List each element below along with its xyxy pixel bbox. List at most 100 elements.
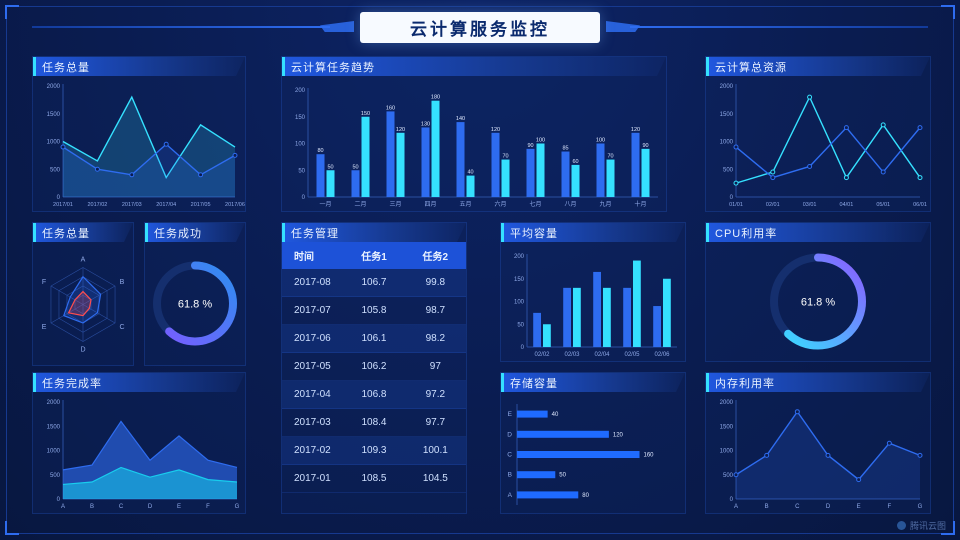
panel-cloud-resource: 云计算总资源 0 500 1000 1500 2000 01/01 02/01 03/01 04…: [705, 56, 931, 212]
panel-task-radar: 任务总量 A B C D E F: [32, 222, 134, 366]
svg-text:100: 100: [596, 138, 605, 144]
svg-text:B: B: [765, 504, 769, 510]
svg-text:G: G: [235, 504, 240, 510]
panel-header: 云计算总资源: [706, 57, 930, 76]
svg-text:0: 0: [730, 195, 734, 201]
page-title: 云计算服务监控: [360, 12, 600, 43]
panel-header: 任务总量: [33, 223, 133, 242]
svg-text:120: 120: [396, 127, 405, 133]
panel-task-trend: 云计算任务趋势 0 50 100 150 200 一月 二月 三月 四月 五月 六月 七月 八月 九月 十月…: [281, 56, 667, 212]
svg-text:2017/03: 2017/03: [122, 202, 142, 208]
svg-text:50: 50: [327, 164, 333, 170]
svg-text:200: 200: [514, 254, 525, 260]
svg-text:120: 120: [613, 432, 624, 438]
panel-header: 内存利用率: [706, 373, 930, 392]
svg-text:1000: 1000: [47, 449, 61, 455]
header-notch-left: [320, 21, 354, 32]
svg-text:1000: 1000: [720, 449, 734, 455]
table-row: 2017-08 106.7 99.8: [282, 269, 466, 297]
table-cell: 2017-01: [282, 464, 344, 493]
svg-text:100: 100: [295, 142, 306, 148]
svg-text:02/05: 02/05: [624, 352, 640, 358]
table-row: 2017-07 105.8 98.7: [282, 296, 466, 325]
svg-text:70: 70: [607, 154, 613, 160]
svg-text:180: 180: [431, 95, 440, 101]
table-cell: 2017-08: [282, 269, 344, 297]
svg-text:140: 140: [456, 116, 465, 122]
panel-title: 云计算任务趋势: [291, 61, 375, 74]
svg-text:A: A: [734, 504, 738, 510]
table-cell: 98.2: [404, 324, 466, 353]
svg-text:02/01: 02/01: [766, 202, 780, 208]
svg-text:2000: 2000: [720, 84, 734, 90]
svg-text:0: 0: [730, 497, 734, 503]
svg-text:500: 500: [50, 473, 61, 479]
svg-text:2017/06: 2017/06: [225, 202, 245, 208]
table-row: 2017-05 106.2 97: [282, 352, 466, 381]
svg-text:500: 500: [50, 167, 61, 173]
svg-text:90: 90: [527, 143, 533, 149]
table-cell: 106.2: [343, 352, 405, 381]
table-cell: 104.5: [404, 464, 466, 493]
completion-area-chart: 0 500 1000 1500 2000 A B C D E F G: [33, 392, 245, 513]
svg-text:01/01: 01/01: [729, 202, 743, 208]
panel-header: 任务成功: [145, 223, 245, 242]
task-table-body: 2017-08 106.7 99.8 2017-07 105.8 98.7 2017-06 1…: [282, 269, 466, 493]
cloud-resource-line-chart: 0 500 1000 1500 2000 01/01 02/01 03/01 04/01 05/0…: [706, 76, 930, 211]
svg-text:100: 100: [514, 300, 525, 306]
svg-text:02/06: 02/06: [654, 352, 670, 358]
svg-text:D: D: [826, 504, 831, 510]
panel-avg-capacity: 平均容量 0 50 100 150 200 02/02 02/03 02/04 02/05 02/…: [500, 222, 686, 362]
table-cell: 99.8: [404, 269, 466, 297]
svg-text:2017/02: 2017/02: [87, 202, 107, 208]
svg-text:九月: 九月: [599, 200, 611, 208]
svg-text:50: 50: [298, 168, 305, 174]
svg-text:五月: 五月: [459, 201, 471, 208]
svg-text:C: C: [795, 504, 800, 510]
svg-text:05/01: 05/01: [876, 202, 890, 208]
svg-text:F: F: [206, 504, 210, 510]
svg-text:1000: 1000: [47, 140, 61, 146]
svg-text:04/01: 04/01: [840, 202, 854, 208]
svg-text:A: A: [61, 504, 65, 510]
header-accent-icon: [145, 223, 148, 242]
table-row: 2017-02 109.3 100.1: [282, 436, 466, 465]
table-cell: 106.8: [343, 380, 405, 409]
svg-text:C: C: [507, 452, 512, 459]
svg-text:G: G: [918, 504, 923, 510]
svg-text:1500: 1500: [47, 424, 61, 430]
header-accent-icon: [501, 373, 504, 392]
svg-text:80: 80: [317, 148, 323, 154]
header-accent-icon: [33, 57, 36, 76]
table-cell: 97: [404, 352, 466, 381]
table-cell: 2017-05: [282, 352, 344, 381]
svg-text:2000: 2000: [47, 400, 61, 406]
header-accent-icon: [33, 373, 36, 392]
header-line-right: [630, 26, 928, 28]
svg-text:100: 100: [536, 138, 545, 144]
panel-title: 任务完成率: [42, 377, 102, 390]
svg-text:六月: 六月: [494, 200, 506, 208]
panel-header: CPU利用率: [706, 223, 930, 242]
watermark: 腾讯云图: [896, 519, 946, 532]
svg-text:二月: 二月: [354, 201, 366, 208]
svg-text:60: 60: [572, 159, 578, 165]
panel-title: CPU利用率: [715, 227, 778, 240]
table-cell: 106.7: [343, 269, 405, 297]
table-cell: 97.7: [404, 408, 466, 437]
svg-text:D: D: [507, 431, 512, 438]
watermark-icon: [896, 521, 906, 530]
table-header-cell: 任务2: [404, 242, 466, 269]
svg-text:2017/04: 2017/04: [156, 202, 176, 208]
table-cell: 105.8: [343, 296, 405, 325]
panel-header: 存储容量: [501, 373, 685, 392]
svg-text:80: 80: [582, 493, 589, 499]
svg-text:B: B: [508, 472, 512, 479]
svg-text:D: D: [148, 504, 153, 510]
panel-title: 云计算总资源: [715, 61, 787, 74]
svg-text:2000: 2000: [720, 400, 734, 406]
svg-text:D: D: [80, 347, 85, 354]
header-accent-icon: [33, 223, 36, 242]
table-header-cell: 任务1: [343, 242, 405, 269]
